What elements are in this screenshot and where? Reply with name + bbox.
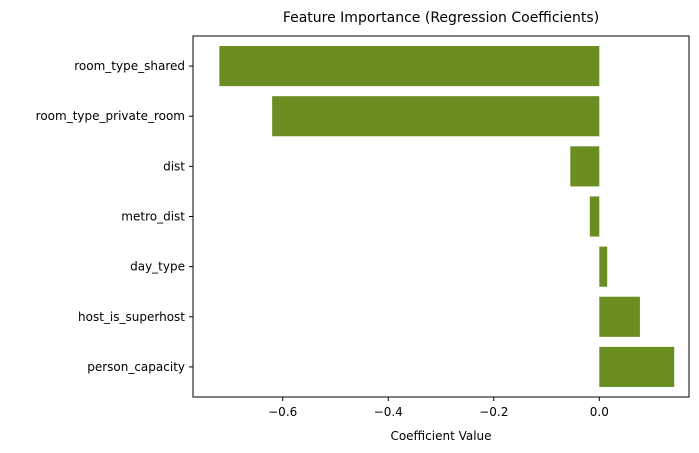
y-tick-label: dist <box>163 159 185 173</box>
x-axis-label: Coefficient Value <box>390 429 491 443</box>
x-tick-label: −0.2 <box>479 405 508 419</box>
bar-host-is-superhost <box>599 296 640 337</box>
bars-group <box>219 46 675 387</box>
y-tick-label: day_type <box>130 260 185 274</box>
y-ticks: room_type_shared room_type_private_roomdi… <box>36 59 193 374</box>
bar-dist <box>570 146 600 187</box>
x-tick-label: −0.4 <box>374 405 403 419</box>
bar-room-type-shared <box>219 46 600 87</box>
x-ticks: −0.6 −0.4 −0.2 0.0 <box>268 397 609 419</box>
y-tick-label: room_type_shared <box>74 59 185 73</box>
bar-metro-dist <box>589 196 600 237</box>
bar-day-type <box>599 246 608 287</box>
x-tick-label: 0.0 <box>590 405 609 419</box>
bar-room-type-private-room <box>272 96 600 137</box>
y-tick-label: person_capacity <box>87 360 185 374</box>
x-tick-label: −0.6 <box>268 405 297 419</box>
chart-title: Feature Importance (Regression Coefficie… <box>283 10 599 26</box>
axes-frame <box>192 35 690 398</box>
bar-person-capacity <box>599 346 675 387</box>
y-tick-label: metro_dist <box>121 210 185 224</box>
y-tick-label: host_is_superhost <box>78 310 185 324</box>
y-tick-label: room_type_private_room <box>36 109 185 123</box>
